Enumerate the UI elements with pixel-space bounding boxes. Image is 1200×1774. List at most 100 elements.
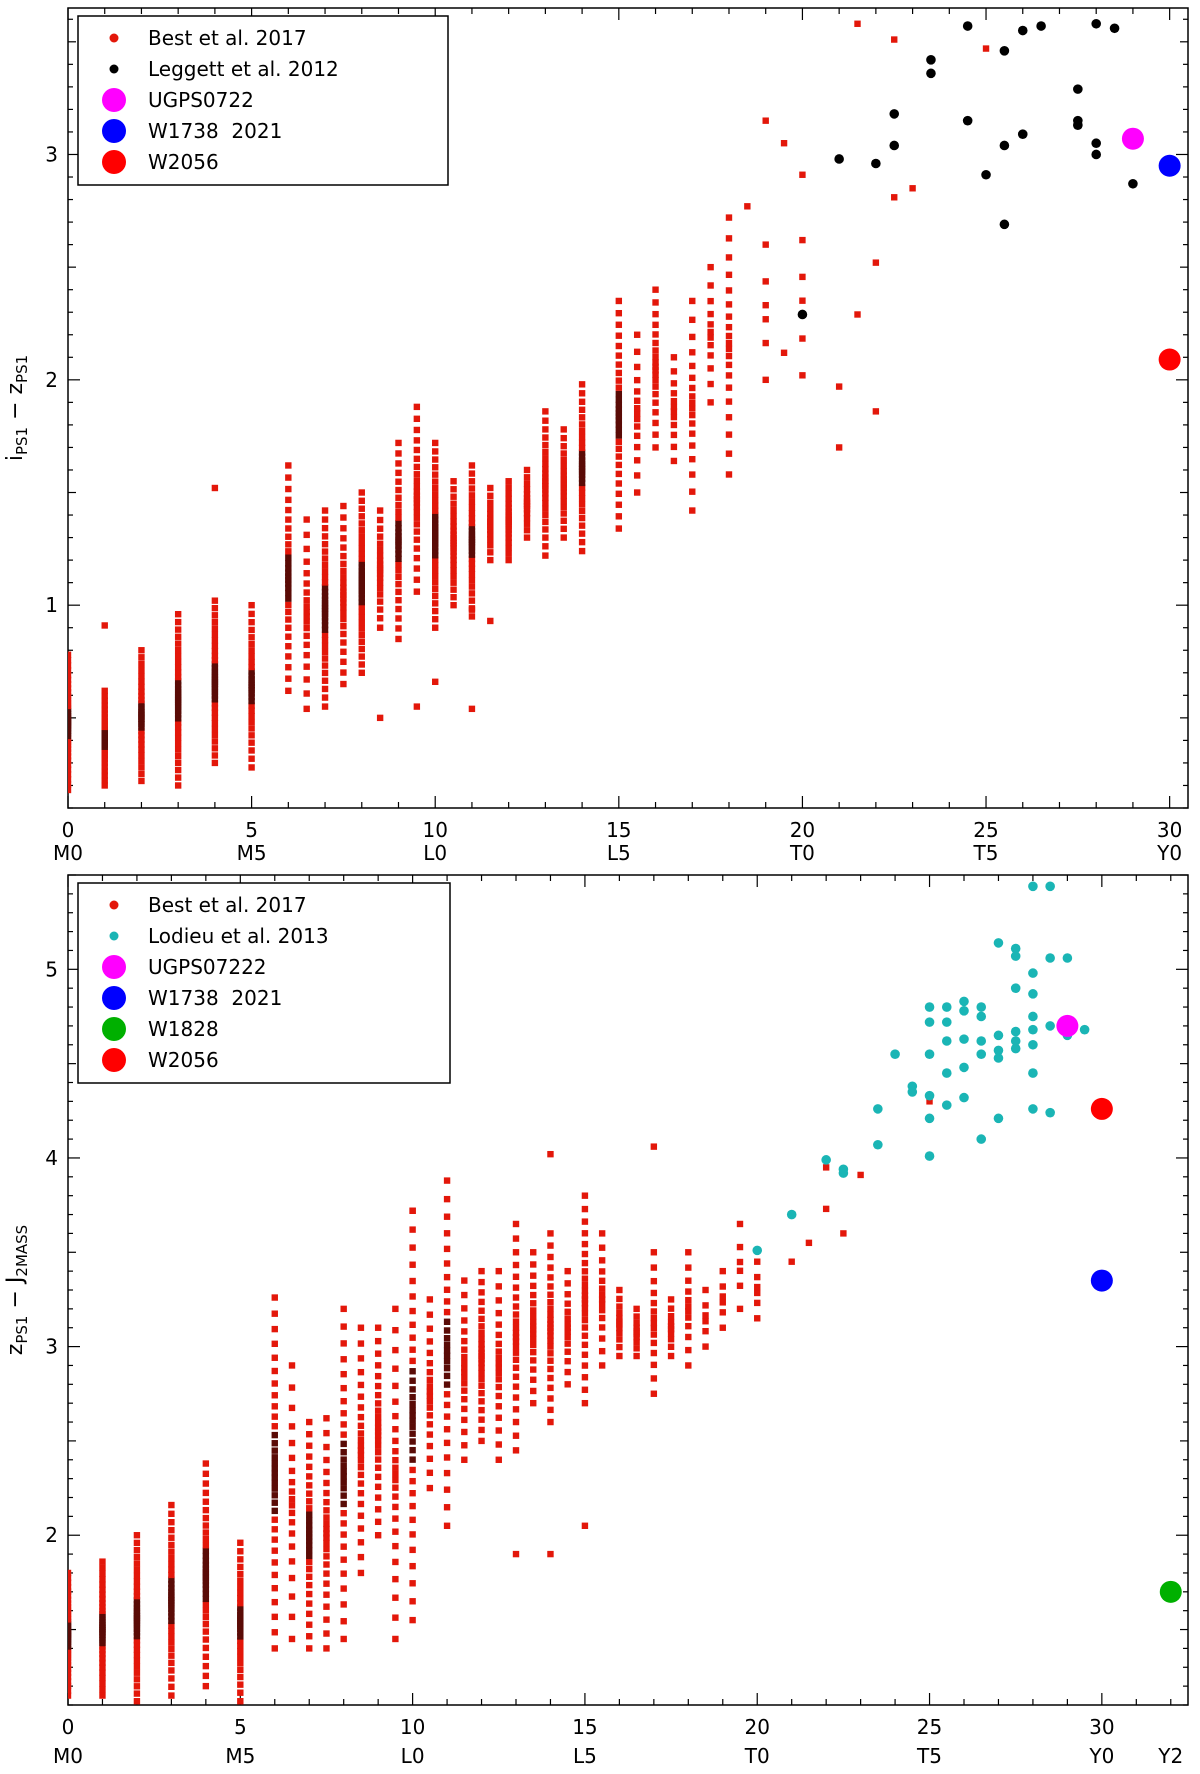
data-point [237,1629,244,1636]
legend-marker [109,64,119,74]
data-point [340,584,347,591]
data-point [616,1314,623,1322]
data-point [101,622,108,629]
data-point [547,1305,554,1313]
y-axis-title: iPS1 − zPS1 [3,355,31,461]
data-point [450,534,457,542]
data-point [168,1526,175,1534]
data-point [413,565,421,572]
data-point [633,489,641,496]
data-point [357,1525,365,1532]
data-point [505,500,512,507]
data-point [633,363,641,371]
data-point [306,1442,313,1449]
data-point [1010,1043,1021,1054]
data-point [358,653,365,660]
data-point [285,506,292,514]
data-point [432,543,439,551]
data-point [409,1490,416,1497]
data-point [581,1287,589,1294]
data-point [68,1687,72,1694]
data-point [468,705,476,713]
data-point [358,603,365,610]
data-point [426,1388,434,1395]
data-point [358,631,365,639]
data-point [133,1566,141,1574]
data-point [392,1594,399,1601]
data-point [202,1662,210,1670]
data-point [271,1294,278,1301]
data-point [395,635,402,643]
data-point [358,539,365,546]
data-point [271,1460,278,1467]
data-point [392,1528,399,1535]
data-point [202,1628,210,1635]
data-point [413,536,421,543]
data-point [168,1518,175,1526]
data-point [271,1354,278,1361]
data-point [685,1322,692,1330]
data-point [633,415,641,423]
data-point [68,681,72,688]
data-point [560,450,567,457]
series-w1738-2021 [1090,1269,1113,1292]
data-point [174,640,182,647]
data-point [542,552,549,559]
data-point [478,1315,485,1323]
x-tick-label: 0 [62,818,75,842]
data-point [303,545,310,553]
data-point [285,584,292,592]
data-point [357,1512,365,1519]
data-point [168,1627,175,1635]
data-point [505,490,512,497]
data-point [512,1349,520,1356]
data-point [468,527,476,535]
data-point [689,297,696,305]
data-point [133,1572,141,1580]
data-point [797,309,808,320]
data-point [68,1596,72,1603]
data-point [512,1364,520,1372]
data-point [288,1439,296,1447]
data-point [395,580,402,588]
data-point [993,1045,1004,1056]
data-point [707,380,714,388]
data-point [461,1364,468,1372]
data-point [578,453,586,460]
data-point [426,1359,434,1367]
data-point [426,1325,434,1332]
data-point [615,525,623,532]
data-point [443,1486,451,1493]
data-point [202,1506,210,1514]
data-point [376,552,384,559]
data-point [426,1338,434,1345]
data-point [237,1589,244,1597]
data-point [306,1522,313,1529]
data-point [598,1230,606,1237]
y-axis-title: zPS1 − J2MASS [3,1225,31,1355]
data-point [443,1504,451,1511]
data-point [652,363,659,370]
data-point [1045,1107,1055,1118]
data-point [303,597,310,604]
data-point [323,1525,330,1533]
data-point [598,1277,606,1285]
legend-label: W1738 2021 [148,119,282,143]
data-point [450,593,457,601]
data-point [202,1585,210,1593]
data-point [547,1230,554,1237]
data-point [495,1309,502,1317]
legend-label: Best et al. 2017 [148,26,307,50]
data-point [495,1331,502,1339]
data-point [68,741,72,749]
data-point [303,570,310,577]
data-point [133,1629,141,1636]
data-point [285,525,292,532]
data-point [719,1309,726,1316]
data-point [615,361,623,368]
data-point [133,1560,141,1567]
data-point [248,718,255,726]
data-point [374,1350,382,1357]
data-point [68,657,72,664]
